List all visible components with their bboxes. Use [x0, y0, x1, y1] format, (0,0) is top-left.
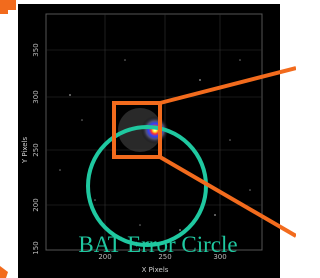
y-tick-label: 300	[32, 90, 40, 103]
screenshot: 350 300 250 200 150 200 250 300 X Pixels…	[0, 0, 296, 278]
y-tick-label: 200	[32, 198, 40, 211]
decoration	[0, 266, 8, 278]
decoration	[0, 0, 16, 14]
x-axis-label: X Pixels	[142, 266, 169, 274]
page: {"image": {"label": "BAT Error Circle", …	[0, 0, 320, 278]
y-tick-label: 250	[32, 143, 40, 156]
y-tick-label: 150	[32, 241, 40, 254]
error-circle-label: BAT Error Circle	[78, 232, 237, 257]
y-tick-label: 350	[32, 43, 40, 56]
y-axis-label: Y Pixels	[21, 136, 29, 164]
